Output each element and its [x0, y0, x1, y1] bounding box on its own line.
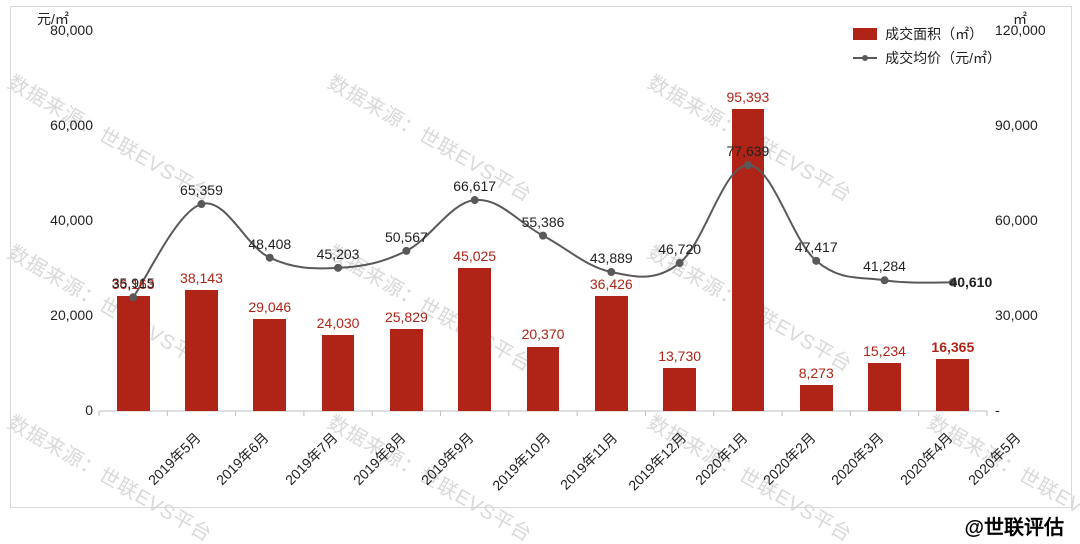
y2-tick-label: -	[995, 402, 1065, 418]
bar-value-label: 45,025	[453, 248, 496, 264]
y-tick-label: 0	[33, 402, 93, 418]
y-tick-label: 20,000	[33, 307, 93, 323]
bar-value-label: 36,426	[590, 276, 633, 292]
bar-value-label: 29,046	[248, 299, 291, 315]
x-tick-label: 2019年8月	[349, 428, 410, 489]
y2-tick-label: 120,000	[995, 22, 1065, 38]
bar-value-label: 38,143	[180, 270, 223, 286]
bar-value-label: 13,730	[658, 348, 701, 364]
bar-value-label: 8,273	[799, 365, 834, 381]
bar-value-label: 20,370	[522, 326, 565, 342]
x-tick-label: 2020年5月	[963, 428, 1024, 489]
x-tick-label: 2019年11月	[556, 428, 622, 494]
line-value-label: 77,639	[727, 143, 770, 159]
x-tick-label: 2020年3月	[827, 428, 888, 489]
line-value-label: 41,284	[863, 258, 906, 274]
line-value-label: 40,610	[949, 274, 992, 290]
line-value-label: 46,720	[658, 241, 701, 257]
y-tick-label: 60,000	[33, 117, 93, 133]
line-value-label: 65,359	[180, 182, 223, 198]
bar-value-label: 95,393	[727, 89, 770, 105]
credit-text: @世联评估	[964, 511, 1064, 540]
x-tick-label: 2019年5月	[144, 428, 205, 489]
line-value-label: 43,889	[590, 250, 633, 266]
x-tick-label: 2020年2月	[758, 428, 819, 489]
x-tick-label: 2020年1月	[690, 428, 751, 489]
watermark-text: 数据来源：世联EVS平台	[3, 406, 218, 544]
y-tick-label: 40,000	[33, 212, 93, 228]
line-value-label: 47,417	[795, 239, 838, 255]
x-tick-label: 2019年10月	[488, 428, 555, 495]
line-value-label: 35,915	[112, 275, 155, 291]
y2-tick-label: 60,000	[995, 212, 1065, 228]
bar-value-label: 16,365	[931, 339, 974, 355]
chart-frame: 元/㎡ ㎡ 成交面积（㎡） 成交均价（元/㎡） 数据来源：世联EVS平台数据来源…	[10, 6, 1072, 508]
x-tick-label: 2019年7月	[280, 428, 341, 489]
line-value-label: 55,386	[522, 214, 565, 230]
chart-canvas: 元/㎡ ㎡ 成交面积（㎡） 成交均价（元/㎡） 数据来源：世联EVS平台数据来源…	[11, 7, 1071, 507]
y-tick-label: 80,000	[33, 22, 93, 38]
bar-value-label: 25,829	[385, 309, 428, 325]
x-tick-label: 2019年12月	[624, 428, 691, 495]
x-tick-label: 2020年4月	[895, 428, 956, 489]
line-value-label: 45,203	[317, 246, 360, 262]
bar-value-label: 24,030	[317, 315, 360, 331]
plot-area: 36,16338,14329,04624,03025,82945,02520,3…	[99, 31, 987, 411]
line-value-label: 66,617	[453, 178, 496, 194]
y2-tick-label: 30,000	[995, 307, 1065, 323]
x-tick-label: 2019年6月	[212, 428, 273, 489]
line-value-label: 50,567	[385, 229, 428, 245]
line-value-label: 48,408	[248, 236, 291, 252]
bar-value-label: 15,234	[863, 343, 906, 359]
x-tick-label: 2019年9月	[417, 428, 478, 489]
y2-tick-label: 90,000	[995, 117, 1065, 133]
